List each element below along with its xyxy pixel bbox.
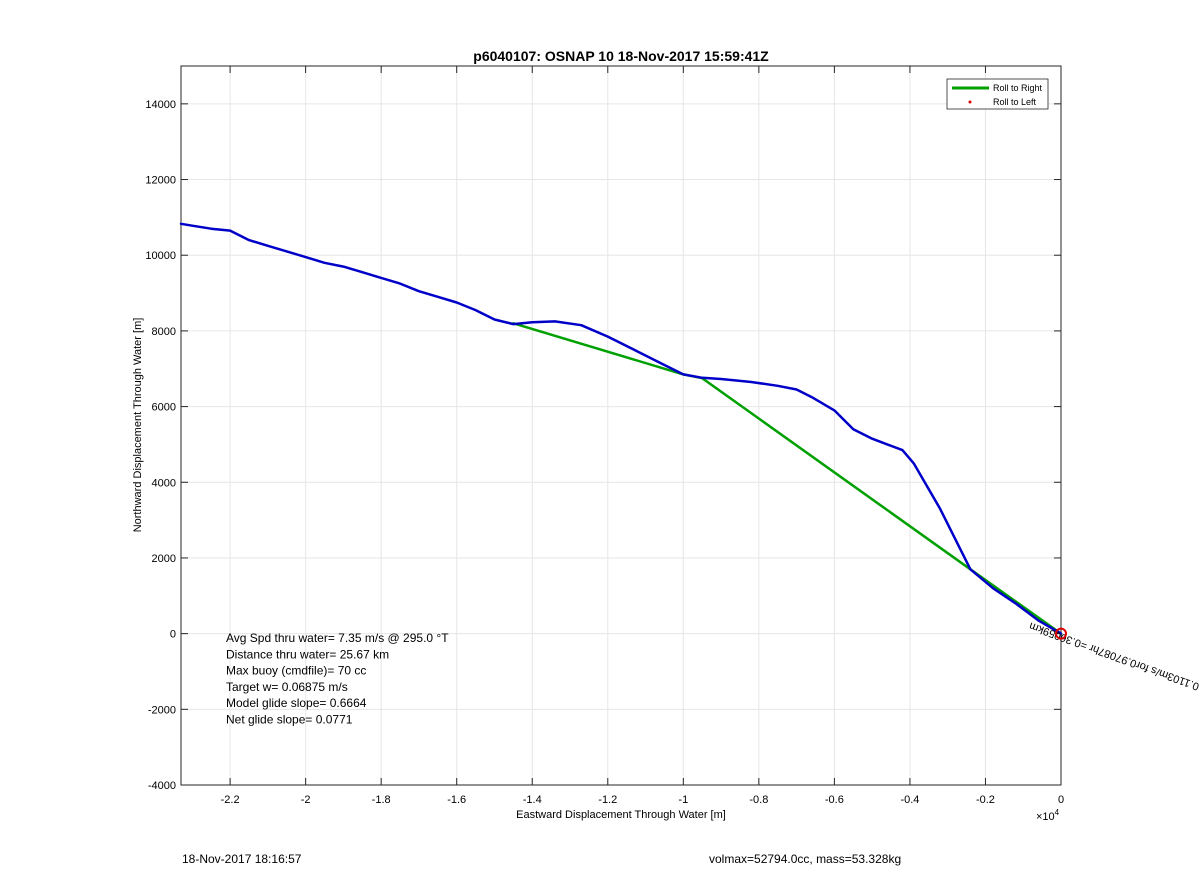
annotations: Avg Spd thru water= 7.35 m/s @ 295.0 °T D… [226,631,449,727]
x-tick-label: -2.2 [221,794,240,806]
series-layer: 0.1103m/s for0.97087hr =0.36059km [179,222,1200,692]
x-tick-label: -0.8 [749,794,768,806]
legend-roll-left-swatch [968,100,972,104]
legend: Roll to Right Roll to Left [946,78,1049,110]
y-tick-label: 2000 [152,553,176,565]
x-tick-label: -0.2 [976,794,995,806]
y-tick-label: 6000 [152,402,176,414]
x-tick-label: 0 [1058,794,1064,806]
axis-ticks: -2.2 -2 -1.8 -1.6 -1.4 -1.2 -1 -0.8 -0.6 -0.4 -0.2… [145,66,1064,806]
rotated-distance-label: 0.1103m/s for0.97087hr =0.36059km [1028,619,1200,692]
x-tick-label: -1 [678,794,688,806]
x-tick-label: -1.4 [523,794,542,806]
annotation-text: Model glide slope= 0.6664 [226,696,367,710]
annotation-text: Target w= 0.06875 m/s [226,680,348,694]
chart-title: p6040107: OSNAP 10 18-Nov-2017 15:59:41Z [473,48,769,64]
footer-date: 18-Nov-2017 18:16:57 [182,852,302,866]
x-tick-label: -0.6 [825,794,844,806]
y-tick-label: 0 [170,629,176,641]
x-axis-label: Eastward Displacement Through Water [m] [516,809,726,821]
annotation-text: Net glide slope= 0.0771 [226,713,353,727]
annotation-text: Distance thru water= 25.67 km [226,647,389,661]
plot-frame [180,65,1062,786]
annotation-text: Max buoy (cmdfile)= 70 cc [226,664,366,678]
roll-right-series-line [512,322,1063,635]
x-tick-label: -1.8 [372,794,391,806]
origin-marker [1055,627,1067,640]
y-tick-label: 14000 [145,99,176,111]
footer-info: volmax=52794.0cc, mass=53.328kg [709,852,902,866]
x-tick-label: -0.4 [900,794,919,806]
y-tick-label: -4000 [148,780,176,792]
legend-box [946,78,1049,110]
y-axis-label: Northward Displacement Through Water [m] [132,318,144,533]
x-axis-exponent: ×104 [1036,808,1060,823]
x-tick-label: -1.6 [447,794,466,806]
annotation-text: Avg Spd thru water= 7.35 m/s @ 295.0 °T [226,631,449,645]
x-tick-label: -2 [301,794,311,806]
y-tick-label: 4000 [152,477,176,489]
y-tick-label: 10000 [145,250,176,262]
legend-roll-right-label: Roll to Right [993,83,1043,93]
y-tick-label: 8000 [152,326,176,338]
trajectory-series-line [179,222,1063,635]
y-tick-label: -2000 [148,704,176,716]
x-tick-label: -1.2 [598,794,617,806]
legend-roll-left-label: Roll to Left [993,97,1037,107]
y-tick-label: 12000 [145,175,176,187]
